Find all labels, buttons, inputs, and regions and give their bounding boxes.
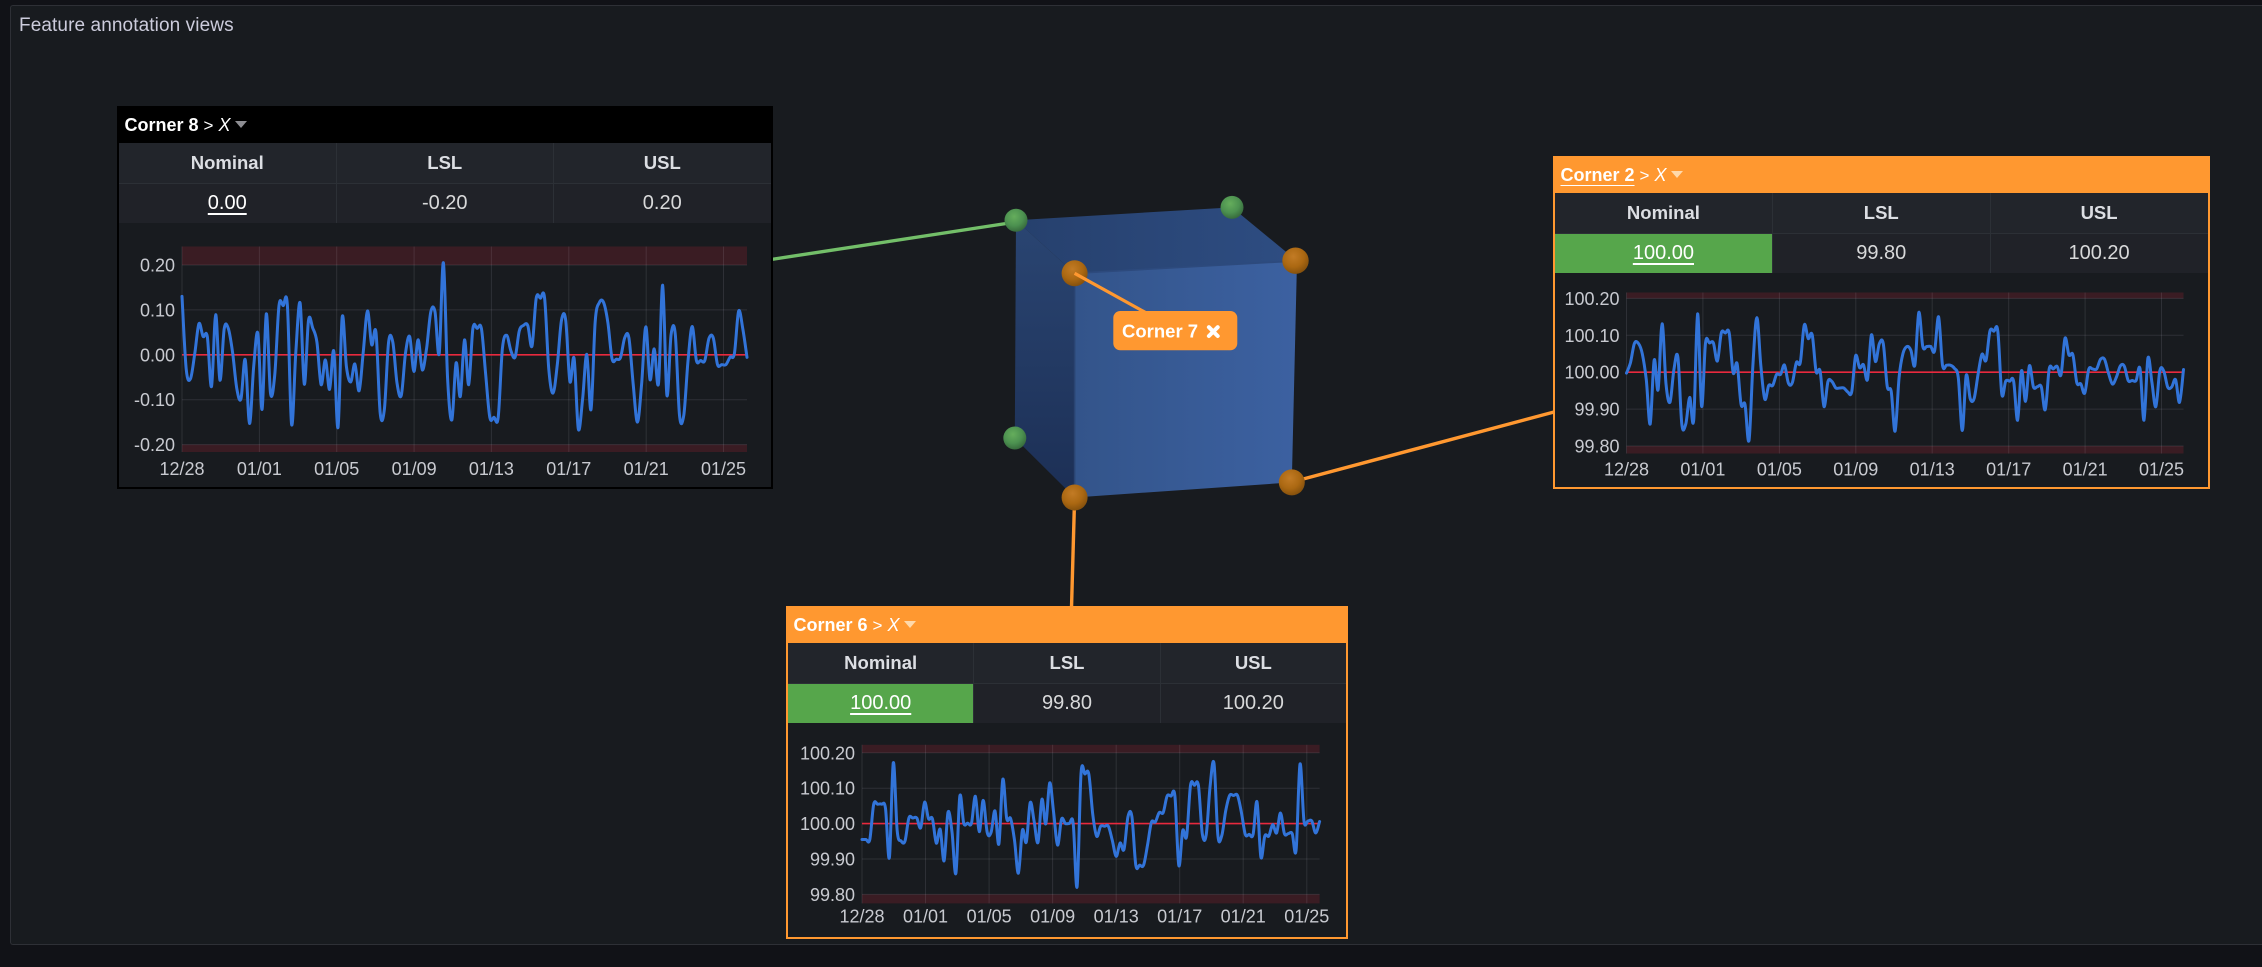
- svg-text:01/05: 01/05: [314, 459, 359, 479]
- svg-text:01/05: 01/05: [1757, 460, 1802, 480]
- svg-text:99.90: 99.90: [1574, 400, 1619, 420]
- svg-text:99.80: 99.80: [1574, 437, 1619, 457]
- svg-text:100.00: 100.00: [1564, 363, 1619, 383]
- svg-text:01/01: 01/01: [903, 907, 948, 927]
- svg-text:01/09: 01/09: [1030, 907, 1075, 927]
- svg-text:-0.20: -0.20: [134, 435, 175, 455]
- svg-text:-0.10: -0.10: [134, 390, 175, 410]
- svg-text:0.20: 0.20: [140, 256, 175, 276]
- svg-text:01/05: 01/05: [967, 907, 1012, 927]
- svg-text:01/09: 01/09: [392, 459, 437, 479]
- svg-text:01/17: 01/17: [546, 459, 591, 479]
- svg-text:99.90: 99.90: [810, 850, 855, 870]
- svg-text:01/01: 01/01: [1680, 460, 1725, 480]
- svg-text:0.00: 0.00: [140, 345, 175, 365]
- svg-text:99.80: 99.80: [810, 885, 855, 905]
- svg-text:12/28: 12/28: [1604, 460, 1649, 480]
- svg-text:01/17: 01/17: [1986, 460, 2031, 480]
- svg-text:100.20: 100.20: [1564, 289, 1619, 309]
- svg-text:12/28: 12/28: [159, 459, 204, 479]
- svg-text:12/28: 12/28: [839, 907, 884, 927]
- svg-text:100.20: 100.20: [800, 743, 855, 763]
- svg-text:01/13: 01/13: [469, 459, 514, 479]
- svg-text:100.10: 100.10: [1564, 326, 1619, 346]
- svg-text:01/09: 01/09: [1833, 460, 1878, 480]
- svg-text:01/25: 01/25: [701, 459, 746, 479]
- svg-text:01/13: 01/13: [1094, 907, 1139, 927]
- svg-text:01/01: 01/01: [237, 459, 282, 479]
- svg-text:01/21: 01/21: [624, 459, 669, 479]
- svg-text:01/25: 01/25: [2139, 460, 2184, 480]
- svg-text:01/13: 01/13: [1910, 460, 1955, 480]
- svg-text:01/21: 01/21: [1221, 907, 1266, 927]
- svg-text:01/17: 01/17: [1157, 907, 1202, 927]
- svg-text:100.00: 100.00: [800, 814, 855, 834]
- svg-text:Corner 7: Corner 7: [1122, 321, 1198, 342]
- svg-text:100.10: 100.10: [800, 779, 855, 799]
- svg-text:01/25: 01/25: [1284, 907, 1329, 927]
- svg-text:01/21: 01/21: [2063, 460, 2108, 480]
- svg-text:0.10: 0.10: [140, 300, 175, 320]
